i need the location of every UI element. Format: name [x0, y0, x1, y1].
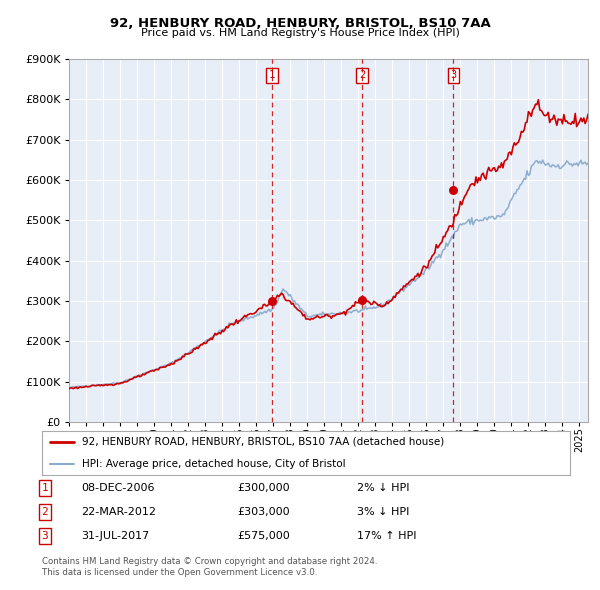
Text: 08-DEC-2006: 08-DEC-2006	[81, 483, 155, 493]
Text: 3% ↓ HPI: 3% ↓ HPI	[357, 507, 409, 517]
Text: This data is licensed under the Open Government Licence v3.0.: This data is licensed under the Open Gov…	[42, 568, 317, 577]
Text: 3: 3	[450, 70, 457, 80]
Text: 22-MAR-2012: 22-MAR-2012	[81, 507, 156, 517]
Text: 31-JUL-2017: 31-JUL-2017	[81, 532, 149, 541]
Text: 1: 1	[41, 483, 49, 493]
Text: 1: 1	[269, 70, 275, 80]
Text: HPI: Average price, detached house, City of Bristol: HPI: Average price, detached house, City…	[82, 459, 345, 469]
Text: 92, HENBURY ROAD, HENBURY, BRISTOL, BS10 7AA (detached house): 92, HENBURY ROAD, HENBURY, BRISTOL, BS10…	[82, 437, 444, 447]
Text: 92, HENBURY ROAD, HENBURY, BRISTOL, BS10 7AA: 92, HENBURY ROAD, HENBURY, BRISTOL, BS10…	[110, 17, 490, 30]
Text: £300,000: £300,000	[237, 483, 290, 493]
Text: 2: 2	[41, 507, 49, 517]
Text: 3: 3	[41, 532, 49, 541]
Text: 2% ↓ HPI: 2% ↓ HPI	[357, 483, 409, 493]
Text: 17% ↑ HPI: 17% ↑ HPI	[357, 532, 416, 541]
Text: Contains HM Land Registry data © Crown copyright and database right 2024.: Contains HM Land Registry data © Crown c…	[42, 558, 377, 566]
Text: Price paid vs. HM Land Registry's House Price Index (HPI): Price paid vs. HM Land Registry's House …	[140, 28, 460, 38]
Text: £575,000: £575,000	[237, 532, 290, 541]
Text: 2: 2	[359, 70, 365, 80]
Text: £303,000: £303,000	[237, 507, 290, 517]
